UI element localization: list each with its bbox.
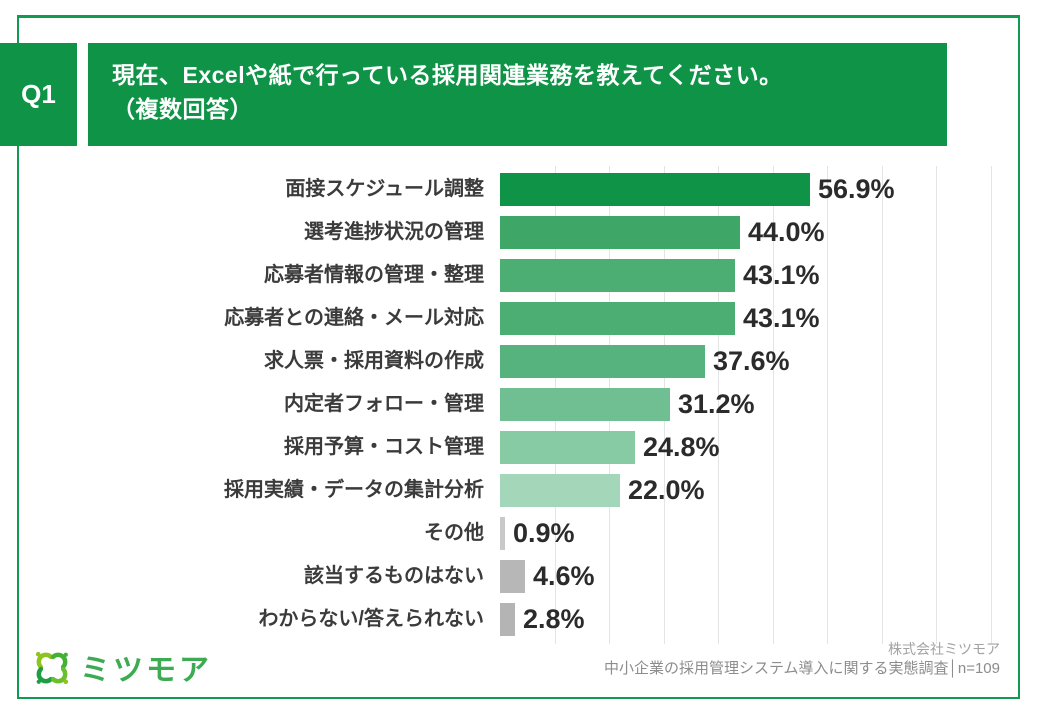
chart-row: 求人票・採用資料の作成 37.6% <box>0 345 1040 378</box>
category-label: 求人票・採用資料の作成 <box>264 350 484 372</box>
source-company: 株式会社ミツモア <box>888 641 1000 657</box>
bar <box>500 431 635 464</box>
bar <box>500 173 810 206</box>
category-label: 採用予算・コスト管理 <box>284 436 484 458</box>
bar <box>500 216 740 249</box>
gridline <box>772 166 774 644</box>
chart-row: 応募者情報の管理・整理 43.1% <box>0 259 1040 292</box>
bar <box>500 345 705 378</box>
category-label: 選考進捗状況の管理 <box>304 221 484 243</box>
value-label: 31.2% <box>678 389 755 419</box>
category-label: 内定者フォロー・管理 <box>284 393 484 415</box>
value-label: 44.0% <box>748 217 825 247</box>
category-label: 該当するものはない <box>304 565 484 587</box>
value-label: 37.6% <box>713 346 790 376</box>
gridline <box>881 166 883 644</box>
chart-row: 選考進捗状況の管理 44.0% <box>0 216 1040 249</box>
company-logo: ミツモア <box>34 650 212 691</box>
chart-row: 内定者フォロー・管理 31.2% <box>0 388 1040 421</box>
value-label: 43.1% <box>743 303 820 333</box>
category-label: 面接スケジュール調整 <box>285 178 484 200</box>
mitsumoa-clover-icon <box>34 650 70 691</box>
bar <box>500 603 515 636</box>
chart-row: 該当するものはない 4.6% <box>0 560 1040 593</box>
chart-row: その他 0.9% <box>0 517 1040 550</box>
category-label: わからない/答えられない <box>258 608 484 630</box>
value-label: 4.6% <box>533 561 595 591</box>
value-label: 22.0% <box>628 475 705 505</box>
source-attribution: 株式会社ミツモア 中小企業の採用管理システム導入に関する実態調査│n=109 <box>604 640 1000 679</box>
category-label: 応募者情報の管理・整理 <box>264 264 484 286</box>
bar <box>500 388 670 421</box>
gridline <box>718 166 719 644</box>
chart-row: 面接スケジュール調整 56.9% <box>0 173 1040 206</box>
slide-border-frame <box>17 15 1020 699</box>
bar <box>500 259 735 292</box>
category-label: 採用実績・データの集計分析 <box>224 479 484 501</box>
value-label: 0.9% <box>513 518 575 548</box>
gridline <box>990 166 992 644</box>
gridline <box>827 166 828 644</box>
bar <box>500 302 735 335</box>
category-label: その他 <box>424 522 484 544</box>
category-label: 応募者との連絡・メール対応 <box>224 307 484 329</box>
source-survey-name: 中小企業の採用管理システム導入に関する実態調査│n=109 <box>603 660 1000 677</box>
bar <box>500 517 505 550</box>
logo-wordmark: ミツモア <box>80 653 212 687</box>
bar <box>500 560 525 593</box>
bar <box>500 474 620 507</box>
gridline <box>936 166 937 644</box>
question-banner: 現在、Excelや紙で行っている採用関連業務を教えてください。 （複数回答） <box>88 43 947 146</box>
chart-row: 採用予算・コスト管理 24.8% <box>0 431 1040 464</box>
chart-row: わからない/答えられない 2.8% <box>0 603 1040 636</box>
question-title-line1: 現在、Excelや紙で行っている採用関連業務を教えてください。 <box>112 62 783 88</box>
value-label: 56.9% <box>818 174 895 204</box>
bar-chart: 面接スケジュール調整 56.9% 選考進捗状況の管理 44.0% 応募者情報の管理・整理… <box>0 166 1040 644</box>
question-title-line2: （複数回答） <box>112 96 253 122</box>
value-label: 2.8% <box>523 604 585 634</box>
value-label: 43.1% <box>743 260 820 290</box>
chart-row: 採用実績・データの集計分析 22.0% <box>0 474 1040 507</box>
value-label: 24.8% <box>643 432 720 462</box>
question-number-badge: Q1 <box>0 43 77 146</box>
chart-row: 応募者との連絡・メール対応 43.1% <box>0 302 1040 335</box>
